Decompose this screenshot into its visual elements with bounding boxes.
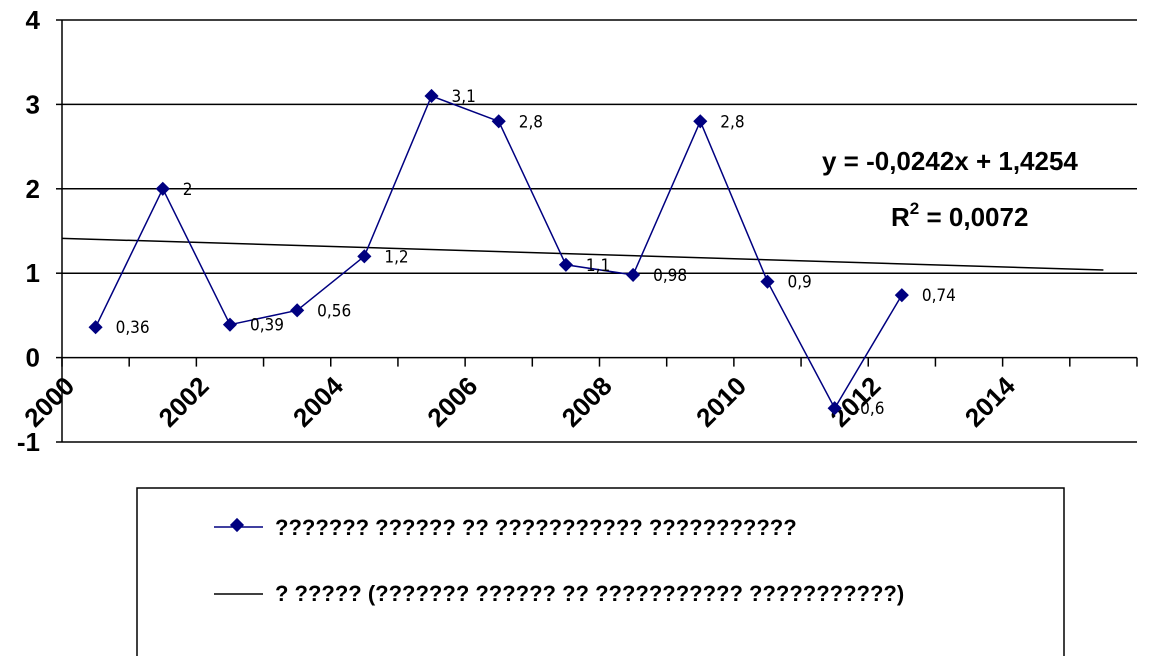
x-tick-label-1: 2004 [287, 370, 349, 432]
data-label-7: 1,1 [586, 256, 610, 276]
y-tick-labels: -1 0 1 2 3 4 [17, 5, 41, 457]
legend-series-label: ??????? ?????? ?? ??????????? ??????????… [275, 515, 797, 540]
data-point-9 [693, 114, 708, 129]
data-label-2: 0,39 [250, 316, 284, 336]
data-point-1 [155, 181, 170, 196]
r-squared-value: = 0,0072 [919, 202, 1028, 232]
data-point-12 [894, 288, 909, 303]
gridlines [62, 19, 1137, 443]
axes [56, 19, 1138, 443]
data-label-1: 2 [183, 180, 193, 200]
y-tick-label-5: 4 [26, 5, 41, 35]
x-tick-label-3: 2008 [556, 371, 618, 433]
data-point-8 [626, 267, 641, 282]
x-tick-label-origin: 2000 [18, 371, 80, 433]
legend: ??????? ?????? ?? ??????????? ??????????… [136, 487, 1065, 656]
data-label-8: 0,98 [653, 266, 687, 286]
y-tick-label-0: -1 [17, 427, 40, 457]
legend-series-marker [229, 517, 245, 533]
data-label-12: 0,74 [922, 286, 956, 306]
legend-trendline-label: ? ????? (??????? ?????? ?? ??????????? ?… [275, 581, 904, 606]
trendline [61, 237, 1104, 271]
data-point-2 [222, 317, 238, 332]
data-label-9: 2,8 [720, 112, 744, 132]
r-squared-text: R2 = 0,0072 [891, 199, 1028, 232]
x-tick-label-2: 2006 [421, 371, 483, 433]
trendline-equation-text: y = -0,0242x + 1,4254 [822, 146, 1078, 176]
trendline-group [61, 237, 1104, 271]
data-label-0: 0,36 [116, 318, 150, 338]
trendline-equation: y = -0,0242x + 1,4254 R2 = 0,0072 [822, 146, 1078, 232]
x-tick-label-6: 2014 [959, 370, 1021, 432]
data-label-4: 1,2 [384, 247, 408, 267]
data-point-6 [491, 114, 506, 129]
y-tick-label-1: 0 [26, 343, 40, 373]
y-tick-label-4: 3 [26, 89, 40, 119]
data-label-11: -0,6 [855, 399, 885, 419]
data-label-10: 0,9 [787, 273, 811, 293]
data-point-7 [558, 257, 573, 272]
x-tick-label-0: 2002 [153, 371, 215, 433]
data-labels: 0,36 2 0,39 0,56 1,2 3,1 2,8 1,1 0,98 2,8 0,9 -0,6 0… [116, 87, 956, 419]
y-tick-label-3: 2 [26, 174, 40, 204]
data-point-11 [827, 401, 842, 416]
r-squared-prefix: R [891, 202, 910, 232]
data-point-5 [424, 88, 439, 104]
data-label-5: 3,1 [452, 87, 476, 107]
r-squared-superscript: 2 [910, 199, 919, 218]
data-point-10 [760, 274, 775, 289]
data-label-6: 2,8 [519, 112, 543, 132]
data-point-3 [290, 303, 305, 318]
series-group [88, 88, 909, 416]
data-point-0 [88, 320, 103, 335]
x-tick-label-4: 2010 [690, 371, 752, 433]
data-point-4 [357, 249, 372, 264]
y-tick-label-2: 1 [26, 258, 40, 288]
legend-box [136, 487, 1065, 656]
data-label-3: 0,56 [317, 301, 351, 321]
